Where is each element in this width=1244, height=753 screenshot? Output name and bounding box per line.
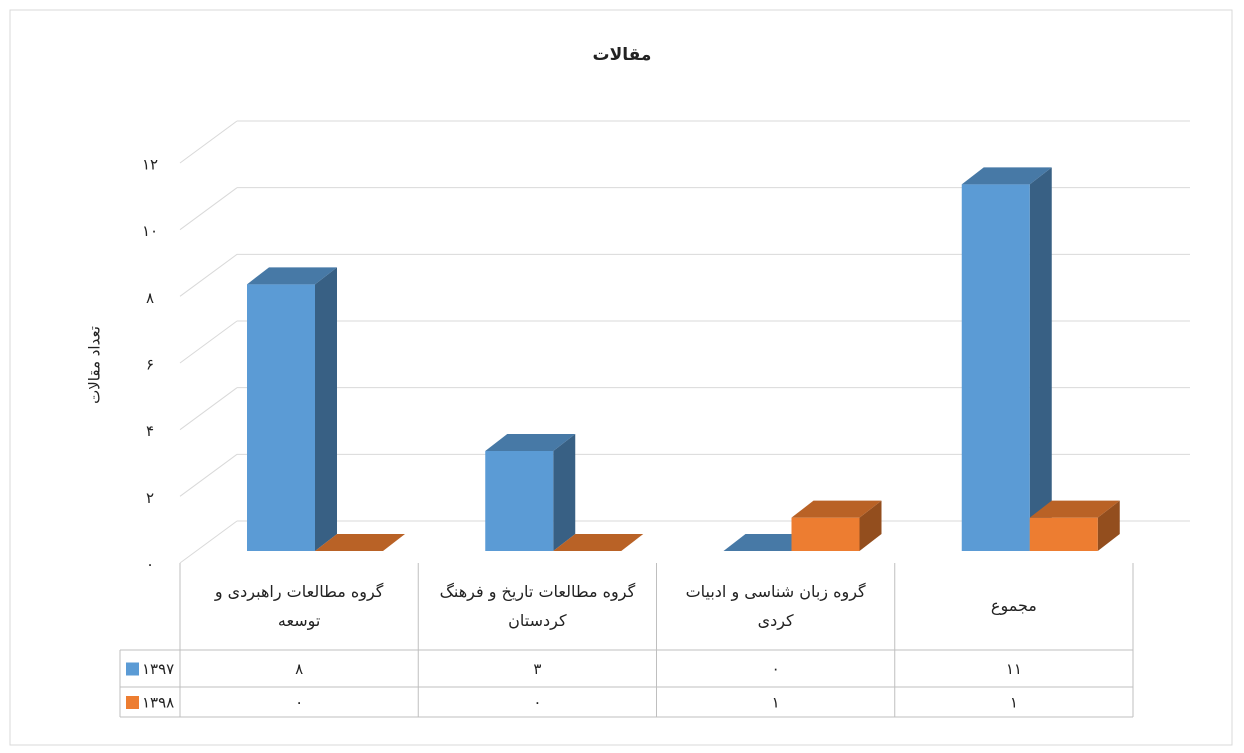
bar-top <box>247 267 337 285</box>
y-tick-label: ۸ <box>146 289 154 307</box>
bar-side <box>1029 167 1052 552</box>
bar-front <box>961 184 1030 552</box>
bar <box>315 534 405 551</box>
bar-side <box>553 434 576 551</box>
table-value: ۰ <box>772 660 780 678</box>
y-tick-label: ۱۰ <box>142 222 158 240</box>
y-tick-label: ۶ <box>146 356 154 374</box>
bar-front <box>1029 517 1098 551</box>
bar <box>723 534 814 551</box>
bar-front <box>247 284 315 551</box>
x-tick-label: گروه زبان شناسی و ادبیات کردی <box>685 581 866 630</box>
bar-top <box>791 500 882 518</box>
bar-top <box>315 534 405 551</box>
x-tick-label: گروه مطالعات راهبردی و توسعه <box>214 581 384 630</box>
bar-side <box>859 500 882 551</box>
bar-top <box>485 434 576 451</box>
bar <box>485 434 576 551</box>
grid-line <box>179 320 238 364</box>
grid-line <box>179 520 238 564</box>
bar-side <box>1097 500 1120 551</box>
table-value: ۱ <box>772 694 780 712</box>
bar-front <box>791 517 860 551</box>
grid-line <box>179 453 238 497</box>
category-cell: مجموع <box>990 596 1037 616</box>
category-cell: گروه مطالعات تاریخ و فرهنگ کردستان <box>439 581 636 630</box>
bar-front <box>485 451 554 551</box>
legend-label: ۱۳۹۸ <box>142 694 174 712</box>
category-cell: گروه مطالعات راهبردی و توسعه <box>214 581 384 630</box>
grid-line <box>179 253 238 297</box>
bar <box>961 167 1052 552</box>
table-value: ۱۱ <box>1006 660 1022 678</box>
bar <box>1029 500 1120 551</box>
table-value: ۰ <box>533 694 541 712</box>
x-tick-label: گروه مطالعات تاریخ و فرهنگ کردستان <box>439 581 636 630</box>
legend-swatch <box>126 696 139 709</box>
legend-label: ۱۳۹۷ <box>142 660 174 678</box>
grid-line <box>179 387 238 431</box>
x-tick-label: مجموع <box>990 596 1037 616</box>
table-value: ۳ <box>533 660 541 678</box>
table-value: ۰ <box>295 694 303 712</box>
category-cell: گروه زبان شناسی و ادبیات کردی <box>685 581 866 630</box>
bar <box>553 534 644 551</box>
table-value: ۱ <box>1010 694 1018 712</box>
table-value: ۸ <box>295 660 303 678</box>
y-axis-label: تعداد مقالات <box>86 326 104 404</box>
y-tick-label: ۲ <box>146 489 154 507</box>
y-tick-label: ۰ <box>146 556 154 574</box>
bar-top <box>553 534 644 551</box>
legend-swatch <box>126 662 139 676</box>
bar-side <box>315 267 337 551</box>
bar <box>247 267 337 551</box>
chart-title: مقالات <box>593 45 652 65</box>
bar <box>791 500 882 551</box>
bar-top <box>723 534 814 551</box>
y-tick-label: ۴ <box>146 422 154 440</box>
bar-top <box>1029 500 1120 518</box>
grid-line <box>179 120 238 164</box>
grid-line <box>179 187 238 231</box>
y-tick-label: ۱۲ <box>142 156 158 174</box>
bar-top <box>961 167 1052 185</box>
